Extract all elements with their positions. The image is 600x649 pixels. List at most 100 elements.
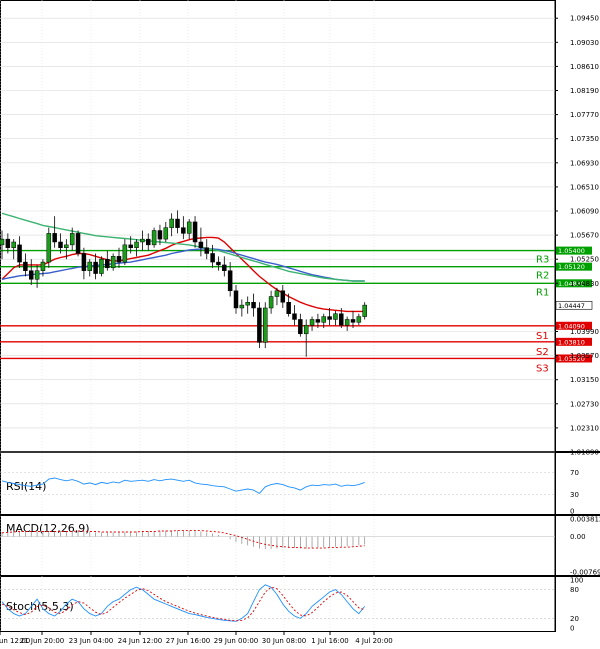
candle-body	[333, 313, 338, 320]
candle-body	[245, 301, 250, 306]
candle-body	[69, 233, 75, 246]
candle-body	[327, 316, 332, 320]
time-tick-label: 30 Jun 08:00	[262, 637, 306, 645]
current-price-label: 1.04447	[558, 302, 585, 310]
level-price-label: 1.03810	[558, 338, 585, 346]
candle-body	[17, 244, 22, 263]
candle-body	[298, 319, 303, 335]
candle-body	[321, 316, 326, 323]
time-tick-label: 1 Jul 16:00	[311, 637, 349, 645]
candle-body	[239, 304, 245, 309]
candle-body	[268, 296, 274, 309]
level-name: S2	[536, 347, 549, 358]
level-name: S3	[536, 363, 549, 374]
candle-body	[23, 261, 28, 271]
moving-average-line	[1, 236, 365, 313]
candle-body	[227, 270, 233, 292]
candle-body	[286, 301, 291, 314]
level-price-label: 1.04090	[558, 322, 585, 330]
panel-separator	[0, 575, 600, 577]
stoch-signal-line	[1, 586, 365, 622]
level-name: S1	[536, 331, 549, 342]
price-tick-label: 1.05250	[570, 256, 599, 264]
candle-body	[81, 253, 87, 271]
rsi-label: RSI(14)	[6, 480, 46, 493]
level-price-badge	[556, 246, 592, 255]
candle-body	[157, 230, 163, 240]
price-tick-label: 1.03570	[570, 352, 599, 360]
price-tick-label: 1.04830	[570, 280, 599, 288]
candle-body	[128, 244, 133, 248]
price-tick-label: 1.09450	[570, 15, 599, 23]
support-resistance-levels: R3 1.05400 R2 1.05120 R1 1.04830 S1 1.04090 S2 1.…	[0, 246, 593, 374]
level-price-badge	[556, 337, 592, 346]
candle-body	[122, 244, 128, 263]
candle-body	[292, 313, 297, 320]
price-tick-label: 1.07350	[570, 135, 599, 143]
macd-tick-label: -0.007695	[570, 569, 600, 577]
candle-body	[105, 258, 110, 269]
candle-body	[93, 261, 98, 274]
candle-body	[5, 238, 11, 248]
price-tick-label: 1.03150	[570, 376, 599, 384]
candle-body	[87, 261, 92, 271]
candle-body	[34, 270, 40, 280]
candle-body	[75, 233, 81, 254]
price-tick-label: 1.07770	[570, 111, 599, 119]
price-axis: 1.09450 1.09030 1.08610 1.08190 1.07770 1.073…	[555, 15, 599, 457]
price-tick-label: 1.06930	[570, 159, 599, 167]
stoch-tick-label: 80	[570, 586, 579, 594]
candle-body	[58, 241, 63, 248]
candle-body	[222, 264, 227, 271]
candle-body	[146, 238, 151, 246]
price-tick-label: 1.03990	[570, 328, 599, 336]
candle-body	[198, 241, 204, 248]
candle-body	[11, 241, 16, 248]
time-tick-label: 29 Jun 00:00	[214, 637, 258, 645]
candle-body	[251, 301, 256, 309]
price-tick-label: 1.08610	[570, 63, 599, 71]
macd-label: MACD(12,26,9)	[6, 522, 90, 535]
candle-body	[110, 256, 116, 269]
time-tick-label: 27 Jun 16:00	[166, 637, 210, 645]
time-tick-label: 4 Jul 20:00	[355, 637, 393, 645]
time-tick-label: 21 Jun 12:00	[0, 637, 30, 645]
candle-body	[52, 233, 57, 243]
level-price-label: 1.04830	[558, 280, 585, 288]
candle-body	[116, 256, 122, 263]
candle-body	[263, 307, 268, 343]
candle-body	[303, 324, 309, 335]
candle-body	[274, 290, 280, 297]
macd-tick-label: 0.00	[570, 533, 586, 541]
moving-averages	[1, 212, 365, 313]
candle-body	[233, 290, 239, 309]
level-price-label: 1.05400	[558, 247, 585, 255]
moving-average-line	[1, 248, 365, 282]
time-tick-label: 21 Jun 20:00	[20, 637, 64, 645]
candle-body	[350, 319, 356, 323]
candle-body	[210, 253, 215, 263]
candle-body	[169, 218, 174, 228]
price-tick-label: 1.01890	[570, 449, 599, 457]
candle-body	[315, 319, 321, 323]
level-price-badge	[556, 262, 592, 271]
candle-body	[344, 319, 350, 326]
price-tick-label: 1.02730	[570, 400, 599, 408]
candle-body	[163, 227, 169, 240]
stoch-label: Stoch(5,5,3)	[6, 600, 74, 613]
panel-separator	[0, 514, 600, 516]
macd-signal-line	[1, 530, 365, 549]
macd-panel: MACD(12,26,9) 0.003812 0.00 -0.007695	[0, 516, 600, 577]
candle-body	[339, 313, 344, 326]
candle-body	[99, 258, 104, 274]
candle-body	[192, 221, 198, 243]
price-tick-label: 1.08190	[570, 87, 599, 95]
level-price-badge	[556, 279, 592, 288]
candle-body	[46, 233, 52, 263]
macd-tick-label: 0.003812	[570, 516, 600, 524]
price-tick-label: 1.06510	[570, 183, 599, 191]
candle-body	[362, 304, 367, 317]
